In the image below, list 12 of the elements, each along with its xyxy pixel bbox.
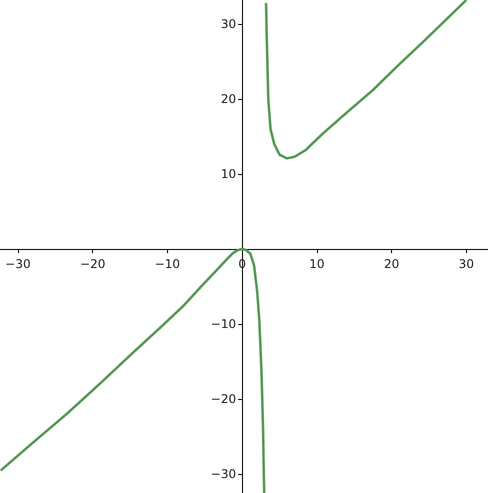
- y-tick-label: 10: [220, 167, 236, 182]
- y-tick-label: −30: [210, 467, 236, 482]
- y-tick-label: −10: [210, 317, 236, 332]
- x-tick-label: −10: [154, 257, 180, 272]
- x-tick-label: 10: [309, 257, 325, 272]
- x-tick-label: 30: [458, 257, 474, 272]
- y-tick-label: −20: [210, 392, 236, 406]
- y-tick-label: 30: [220, 17, 236, 32]
- x-tick-label: 20: [384, 257, 400, 272]
- x-tick-label: −30: [5, 257, 31, 272]
- y-tick-label: 20: [220, 92, 236, 106]
- x-tick-label: −20: [80, 257, 106, 272]
